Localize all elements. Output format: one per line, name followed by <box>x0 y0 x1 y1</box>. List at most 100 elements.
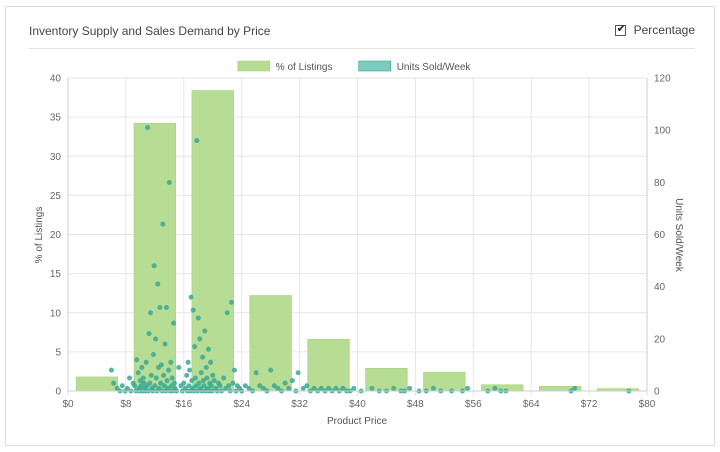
scatter-point <box>148 372 154 378</box>
scatter-point <box>492 385 498 391</box>
y-axis-label-right: Units Sold/Week <box>673 198 684 273</box>
scatter-point <box>181 380 187 386</box>
scatter-point <box>192 344 198 350</box>
y-tick-right-label: 20 <box>654 334 666 345</box>
scatter-point <box>171 320 177 326</box>
y-tick-left-label: 25 <box>50 191 62 202</box>
legend-swatch <box>237 60 271 72</box>
checkmark-icon: ✔ <box>616 22 626 35</box>
scatter-point <box>171 380 177 386</box>
scatter-point <box>158 362 164 368</box>
bar-series <box>75 90 640 392</box>
scatter-point <box>185 359 191 365</box>
percentage-toggle[interactable]: ✔ Percentage <box>614 22 695 37</box>
scatter-point <box>197 336 203 342</box>
x-tick-label: $80 <box>639 399 656 410</box>
scatter-point <box>196 380 202 386</box>
scatter-point <box>204 375 210 381</box>
scatter-point <box>153 375 159 381</box>
y-tick-left-label: 5 <box>55 347 61 358</box>
scatter-point <box>188 294 194 300</box>
y-tick-right-label: 80 <box>654 178 666 189</box>
scatter-point <box>217 383 223 389</box>
chart-axes: 0 5 10 15 20 25 30 35 40 0 20 40 60 80 100 120 $0 $8 $16 $2… <box>50 74 671 411</box>
scatter-point <box>166 179 172 185</box>
scatter-point <box>351 385 357 391</box>
scatter-point <box>153 336 159 342</box>
panel-title: Inventory Supply and Sales Demand by Pri… <box>29 24 271 38</box>
scatter-point <box>163 305 169 311</box>
scatter-point <box>224 310 230 316</box>
scatter-point <box>268 367 274 373</box>
scatter-point <box>326 385 332 391</box>
scatter-point <box>190 307 196 313</box>
x-tick-label: $32 <box>291 399 308 410</box>
bar <box>423 371 466 392</box>
scatter-point <box>230 380 236 386</box>
scatter-point <box>200 378 206 384</box>
y-tick-right-label: 120 <box>654 74 671 85</box>
scatter-point <box>203 365 209 371</box>
scatter-point <box>333 385 339 391</box>
scatter-point <box>158 380 164 386</box>
scatter-point <box>271 383 277 389</box>
scatter-point <box>210 372 216 378</box>
y-axis-label-left: % of Listings <box>34 207 45 264</box>
scatter-point <box>221 375 227 381</box>
bar <box>307 339 350 392</box>
y-tick-right-label: 0 <box>654 387 660 398</box>
y-tick-right-label: 60 <box>654 230 666 241</box>
x-tick-label: $0 <box>62 399 74 410</box>
scatter-point <box>140 375 146 381</box>
scatter-point <box>318 385 324 391</box>
percentage-label: Percentage <box>633 23 695 37</box>
scatter-point <box>162 341 168 347</box>
scatter-point <box>257 383 263 389</box>
scatter-point <box>150 351 156 357</box>
scatter-point <box>168 359 174 365</box>
scatter-point <box>189 378 195 384</box>
scatter-point <box>202 328 208 334</box>
scatter-point <box>253 370 259 376</box>
x-tick-label: $40 <box>349 399 366 410</box>
scatter-point <box>194 138 200 144</box>
scatter-point <box>192 375 198 381</box>
scatter-point <box>208 359 214 365</box>
legend-label: Units Sold/Week <box>397 62 472 73</box>
scatter-point <box>246 385 252 391</box>
x-tick-label: $56 <box>465 399 482 410</box>
scatter-point <box>391 385 397 391</box>
scatter-point <box>169 375 175 381</box>
scatter-point <box>229 299 235 305</box>
y-tick-right-label: 100 <box>654 126 671 137</box>
scatter-point <box>231 367 237 373</box>
scatter-point <box>340 385 346 391</box>
x-axis-label: Product Price <box>327 416 387 427</box>
percentage-checkbox[interactable]: ✔ <box>614 22 626 36</box>
y-tick-right-label: 40 <box>654 282 666 293</box>
scatter-point <box>145 125 151 131</box>
chart-legend: % of Listings Units Sold/Week <box>237 60 472 73</box>
scatter-point <box>295 370 301 376</box>
y-tick-left-label: 30 <box>50 152 62 163</box>
bar <box>249 295 292 392</box>
scatter-point <box>124 385 130 391</box>
scatter-point <box>465 385 471 391</box>
scatter-point <box>201 383 207 389</box>
scatter-point <box>369 385 375 391</box>
scatter-point <box>208 383 214 389</box>
scatter-point <box>407 385 413 391</box>
scatter-point <box>151 263 157 269</box>
scatter-point <box>127 375 133 381</box>
scatter-point <box>176 365 182 371</box>
scatter-point <box>135 370 141 376</box>
scatter-point <box>157 305 163 311</box>
legend-swatch <box>358 60 392 72</box>
scatter-point <box>198 370 204 376</box>
scatter-point <box>200 354 206 360</box>
scatter-point <box>311 385 317 391</box>
scatter-point <box>187 367 193 373</box>
scatter-point <box>111 380 117 386</box>
scatter-point <box>260 385 266 391</box>
